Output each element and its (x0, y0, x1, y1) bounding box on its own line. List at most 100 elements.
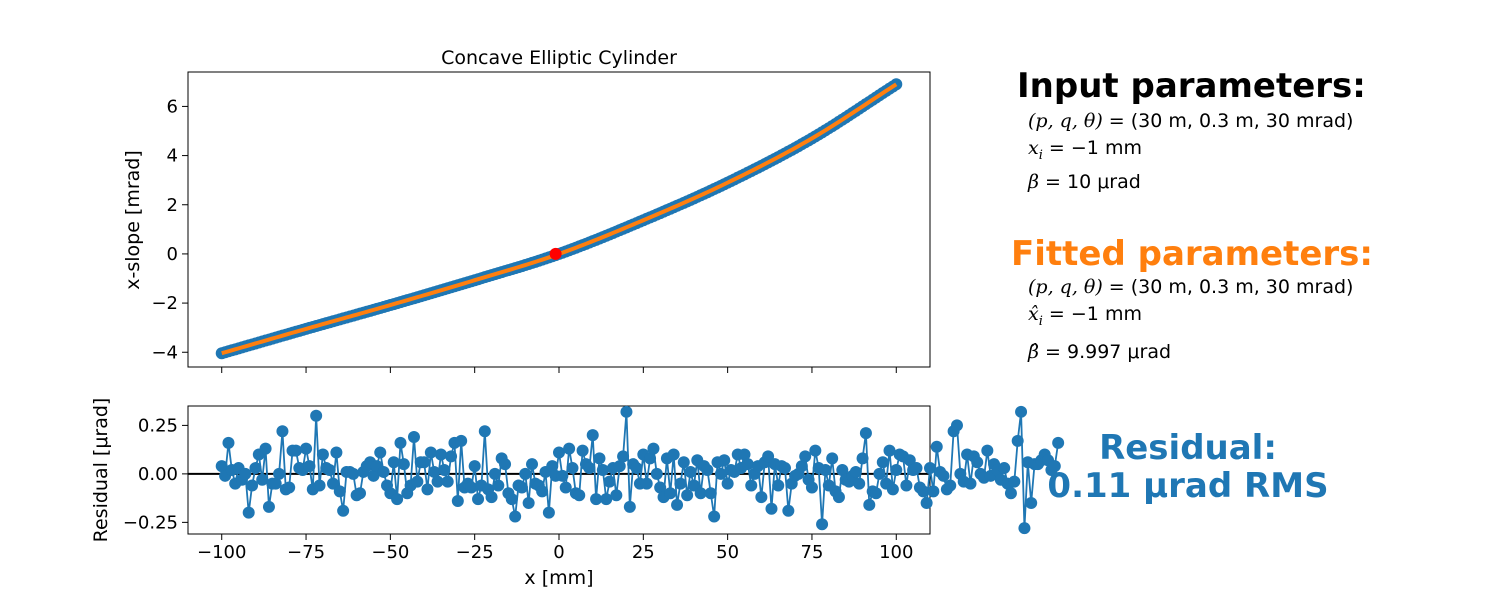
residual-point (559, 481, 572, 494)
residual-point (1011, 434, 1024, 447)
residual-point (259, 442, 272, 455)
fitted-param-xi-var: x̂ (1028, 303, 1039, 325)
bottom-x-tick-label: 0 (553, 542, 564, 563)
residual-point (826, 452, 839, 465)
residual-point (499, 458, 512, 471)
residual-point (620, 405, 633, 418)
residual-point (337, 504, 350, 517)
residual-point (445, 450, 458, 463)
residual-point (333, 485, 346, 498)
residual-point (816, 518, 829, 531)
top-plot-data-points (215, 78, 903, 360)
residual-point (937, 469, 950, 482)
residual-point (856, 452, 869, 465)
residual-point (249, 462, 262, 475)
residual-point (478, 425, 491, 438)
residual-point (1018, 522, 1031, 535)
residual-point (323, 464, 336, 476)
fitted-parameters-title: Fitted parameters: (1011, 234, 1374, 274)
residual-point (367, 469, 380, 482)
input-param-xi-value: = −1 mm (1042, 137, 1142, 159)
top-plot-frame (187, 71, 931, 368)
residual-point (526, 458, 539, 471)
top-y-tick-label: 6 (167, 96, 178, 117)
residual-point (215, 460, 228, 473)
input-parameters-panel: Input parameters: (1017, 66, 1366, 106)
residual-point (647, 442, 660, 455)
residual-point (262, 500, 275, 513)
residual-point (347, 467, 360, 480)
residual-point (654, 481, 667, 494)
residual-point (391, 493, 404, 506)
residual-point (1048, 460, 1061, 473)
residual-point (971, 456, 984, 469)
residual-point (772, 479, 785, 492)
residual-point (755, 491, 768, 504)
residual-point (1025, 496, 1038, 509)
top-plot-title: Concave Elliptic Cylinder (441, 47, 677, 69)
residual-summary-panel: Residual: 0.11 μrad RMS (1038, 429, 1338, 505)
fitted-param-pqtheta-value: = (30 m, 0.3 m, 30 mrad) (1102, 276, 1354, 298)
residual-point (327, 477, 340, 490)
residual-point (623, 500, 636, 513)
residual-point (394, 436, 407, 449)
residual-point (472, 493, 485, 506)
top-plot-reference-marker (549, 247, 562, 260)
residual-point (515, 481, 528, 494)
residual-point (536, 485, 549, 498)
top-y-tick-label: 2 (167, 195, 178, 216)
residual-point (782, 504, 795, 517)
top-y-tick-label: −2 (151, 293, 178, 314)
residual-point (721, 477, 734, 490)
bottom-residual-plot: Residual [μrad] x [mm] −0.25 0.00 0.25 −10… (90, 398, 1065, 589)
residual-point (600, 493, 613, 506)
residual-point (431, 475, 444, 488)
residual-point (256, 473, 269, 486)
top-plot-y-axis-label: x-slope [mrad] (122, 150, 144, 290)
residual-point (316, 448, 329, 461)
bottom-x-tick-label: −25 (456, 542, 494, 563)
residual-point (576, 444, 589, 457)
input-parameters-values: (p, q, θ) = (30 m, 0.3 m, 30 mrad) xi = … (1028, 108, 1353, 196)
residual-point (330, 446, 343, 459)
residual-point (870, 487, 883, 500)
residual-point (738, 448, 751, 461)
input-param-pqtheta-vars: (p, q, θ) (1028, 110, 1103, 132)
input-param-line-beta: β = 10 μrad (1028, 169, 1353, 196)
residual-point (563, 442, 576, 455)
residual-point (863, 498, 876, 511)
bottom-plot-x-ticks: −100 −75 −50 −25 0 25 50 75 100 (197, 534, 913, 563)
fitted-param-xi-sub: i (1038, 313, 1043, 329)
residual-point (377, 465, 390, 478)
top-y-tick-label: −4 (151, 342, 178, 363)
residual-point (853, 477, 866, 490)
residual-point (428, 465, 441, 478)
residual-point (890, 464, 903, 476)
reference-point-marker (549, 247, 562, 260)
residual-point (424, 446, 437, 459)
residual-point (950, 419, 963, 432)
input-param-xi-var: x (1028, 137, 1039, 159)
residual-point (303, 460, 316, 473)
residual-point (289, 444, 302, 457)
residual-point (269, 477, 282, 490)
residual-point (681, 489, 694, 502)
residual-point (684, 465, 697, 478)
bottom-x-tick-label: −50 (371, 542, 409, 563)
residual-point (411, 475, 424, 488)
residual-point (1052, 436, 1065, 449)
residual-point (741, 458, 754, 471)
residual-point (387, 456, 400, 469)
residual-point (556, 469, 569, 482)
fitted-param-line-beta: β̂ = 9.997 μrad (1028, 339, 1353, 366)
fitted-parameters-panel: Fitted parameters: (1011, 234, 1373, 274)
residual-point (313, 479, 326, 492)
residual-point (397, 458, 410, 471)
residual-point (819, 464, 832, 476)
bottom-x-tick-label: −75 (287, 542, 325, 563)
residual-point (924, 462, 936, 475)
residual-point (644, 452, 657, 465)
residual-point (849, 465, 862, 478)
residual-point (485, 491, 498, 504)
